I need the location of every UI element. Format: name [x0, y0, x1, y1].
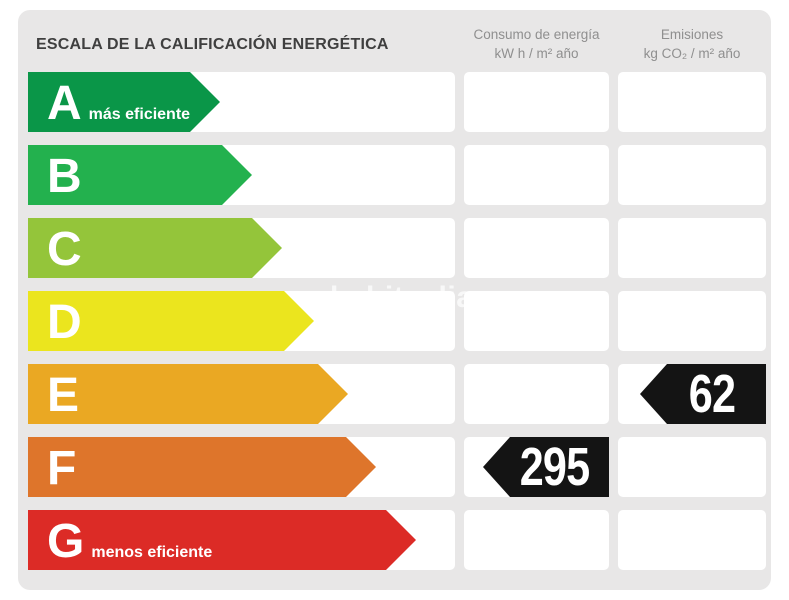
- consumption-cell-d: [464, 291, 609, 351]
- consumption-value: 295: [520, 437, 590, 497]
- scale-cell-c: C: [28, 218, 455, 278]
- emissions-cell-a: [618, 72, 766, 132]
- column-header-consumption: Consumo de energía kW h / m² año: [464, 19, 609, 63]
- rating-band-b-arrow: B: [28, 145, 252, 205]
- emissions-cell-b: [618, 145, 766, 205]
- rating-letter-g: G: [47, 515, 85, 568]
- page-title: ESCALA DE LA CALIFICACIÓN ENERGÉTICA: [36, 36, 389, 53]
- rating-sublabel-g: menos eficiente: [91, 544, 213, 561]
- consumption-cell-g: [464, 510, 609, 570]
- rating-letter-a: A: [47, 77, 82, 130]
- consumption-cell-b: [464, 145, 609, 205]
- emissions-value-arrow: 62: [640, 364, 766, 424]
- emissions-cell-c: [618, 218, 766, 278]
- rating-letter-c: C: [47, 223, 82, 276]
- rating-band-e-arrow: E: [28, 364, 348, 424]
- consumption-cell-e: [464, 364, 609, 424]
- emissions-cell-e: 62: [618, 364, 766, 424]
- rating-letter-b: B: [47, 150, 82, 203]
- rating-band-c-arrow: C: [28, 218, 282, 278]
- energy-certificate-card: ESCALA DE LA CALIFICACIÓN ENERGÉTICA Con…: [18, 10, 771, 590]
- emissions-cell-d: [618, 291, 766, 351]
- emissions-cell-g: [618, 510, 766, 570]
- consumption-header-line2: kW h / m² año: [494, 46, 579, 61]
- rating-band-d-arrow: D: [28, 291, 314, 351]
- emissions-value: 62: [688, 364, 736, 424]
- scale-cell-e: E: [28, 364, 455, 424]
- scale-cell-d: D: [28, 291, 455, 351]
- rating-sublabel-a: más eficiente: [88, 106, 191, 123]
- rating-letter-d: D: [47, 296, 82, 349]
- consumption-cell-a: [464, 72, 609, 132]
- scale-cell-b: B: [28, 145, 455, 205]
- certificate-header: ESCALA DE LA CALIFICACIÓN ENERGÉTICA Con…: [28, 10, 766, 72]
- scale-cell-f: F: [28, 437, 455, 497]
- emissions-header-line2: kg CO₂ / m² año: [643, 46, 741, 61]
- consumption-cell-c: [464, 218, 609, 278]
- rating-letter-e: E: [47, 369, 80, 422]
- rating-band-f-arrow: F: [28, 437, 376, 497]
- column-header-emissions: Emisiones kg CO₂ / m² año: [618, 19, 766, 63]
- rating-letter-f: F: [47, 442, 77, 495]
- consumption-header-line1: Consumo de energía: [473, 27, 600, 42]
- emissions-cell-f: [618, 437, 766, 497]
- consumption-value-arrow: 295: [483, 437, 609, 497]
- emissions-header-line1: Emisiones: [660, 27, 724, 42]
- consumption-cell-f: 295: [464, 437, 609, 497]
